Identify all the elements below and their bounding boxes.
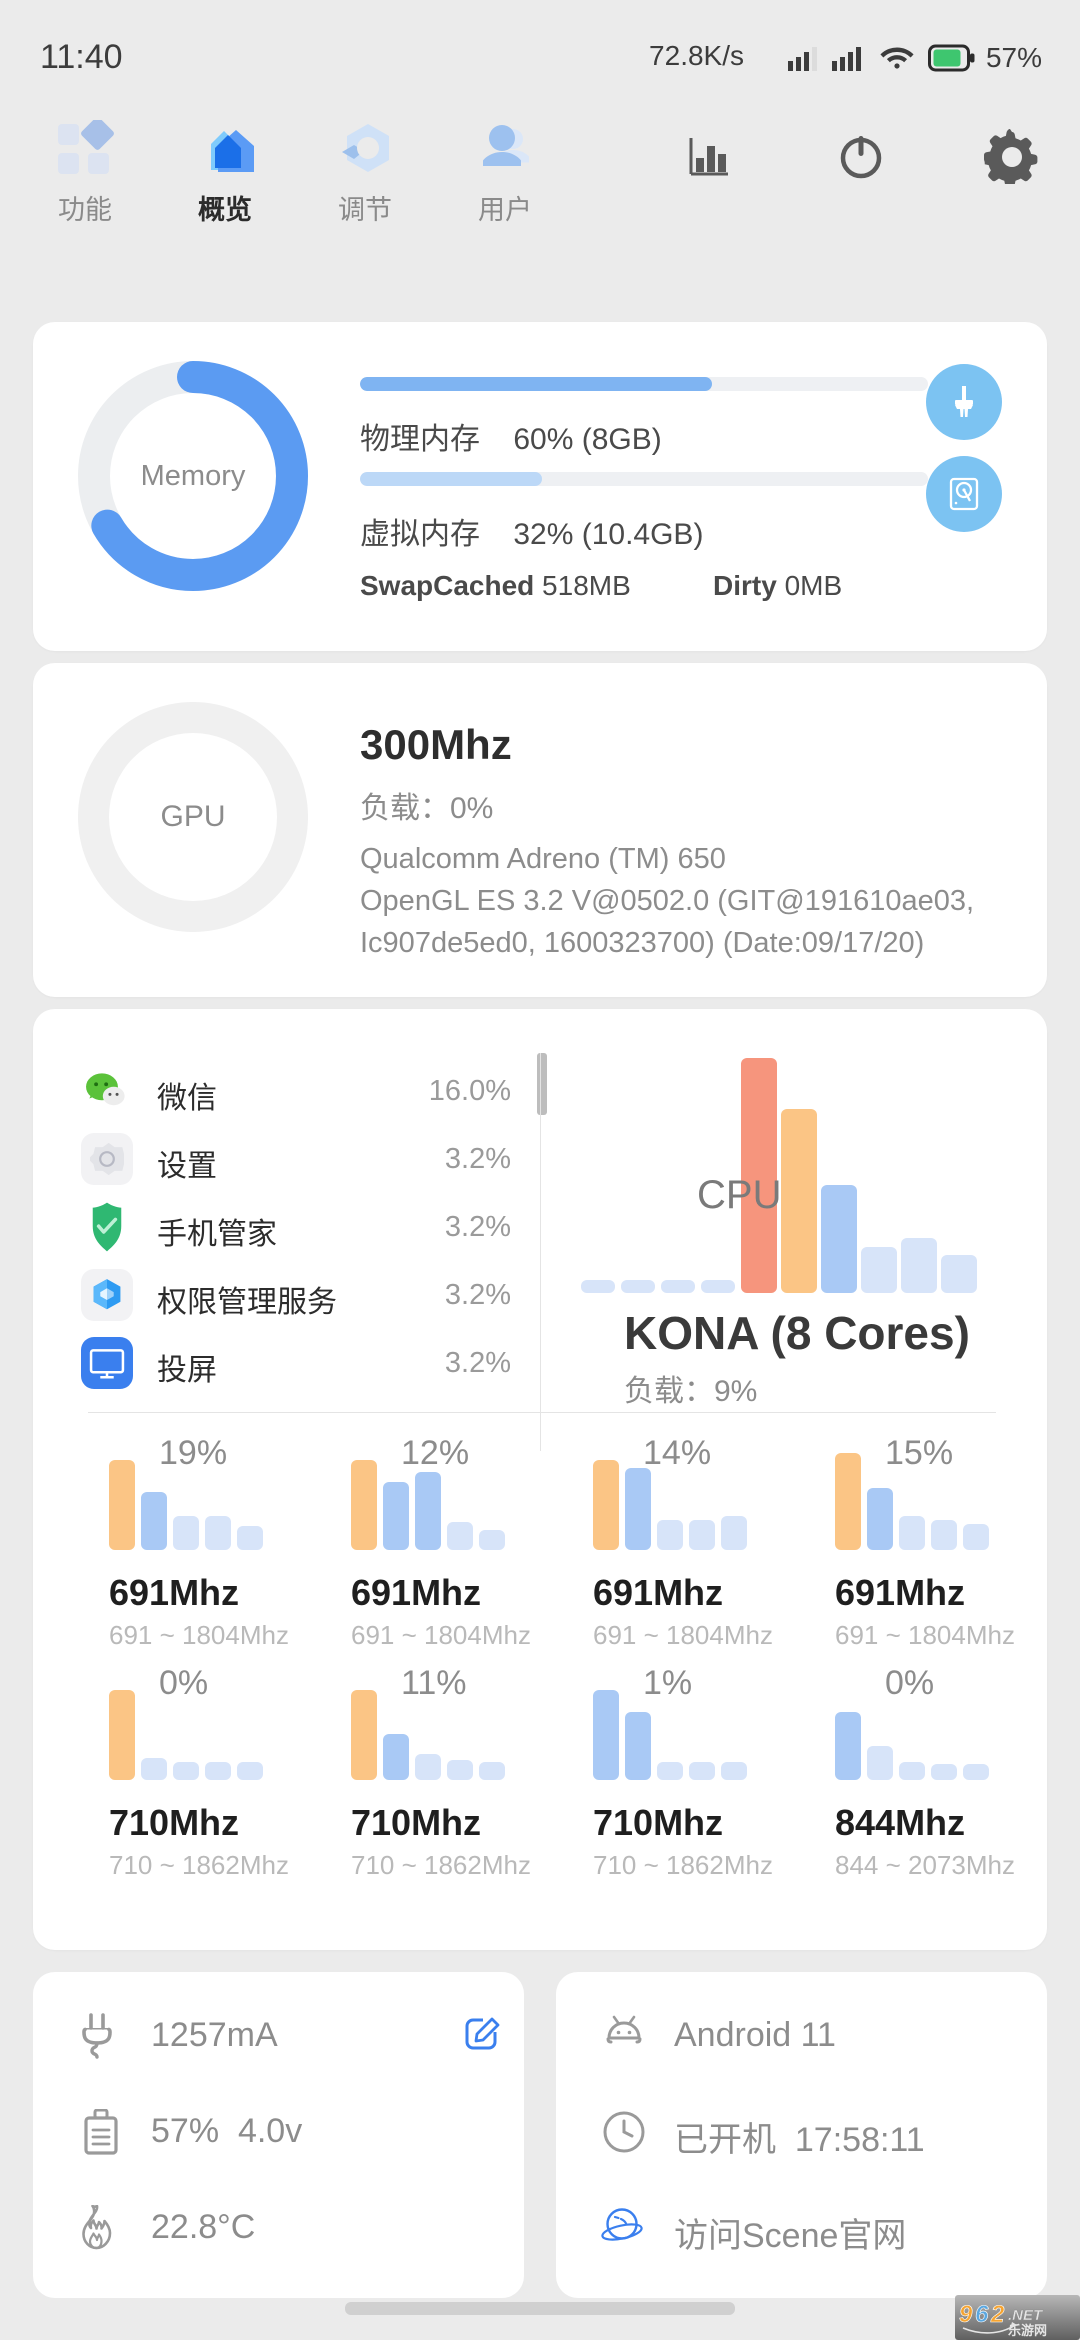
svg-text:6: 6 bbox=[975, 2301, 989, 2328]
svg-text:2: 2 bbox=[990, 2301, 1005, 2328]
svg-text:9: 9 bbox=[959, 2301, 973, 2328]
svg-text:.NET: .NET bbox=[1008, 2307, 1044, 2324]
